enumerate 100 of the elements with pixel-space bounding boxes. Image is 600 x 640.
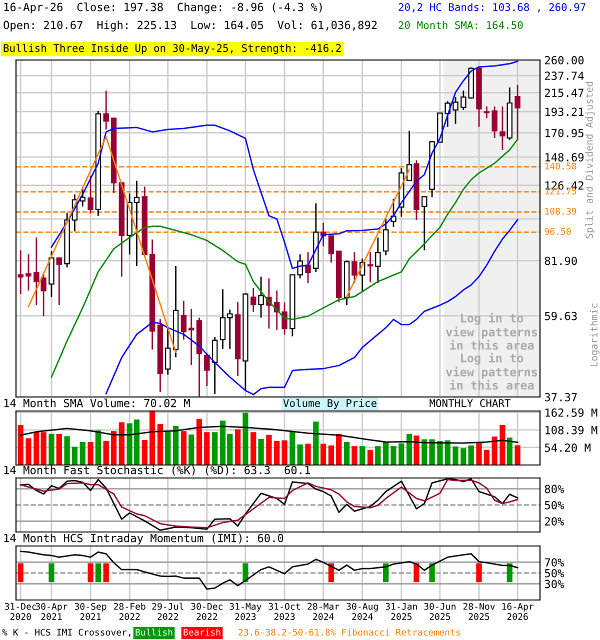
candlestick [165, 326, 171, 376]
x-tick-label: 28-Nov 2025 [463, 602, 495, 620]
bar [476, 442, 482, 465]
bar [313, 422, 319, 465]
candlestick [305, 252, 311, 284]
x-tick-label: 30-Aug 2024 [346, 602, 378, 620]
bar [250, 432, 256, 465]
bar [40, 432, 46, 465]
y-tick-label: 237.74 [544, 72, 584, 80]
chart-title: 14 Month SMA Volume: 70.02 M [4, 398, 190, 408]
bar [290, 432, 296, 465]
bar [149, 411, 156, 465]
bar [383, 442, 389, 465]
bar [344, 442, 350, 465]
x-tick-label: 30-Jun 2025 [424, 602, 456, 620]
y-tick-label: 54.20 M [544, 443, 591, 452]
y-tick-label: 170.95 [546, 128, 584, 138]
candlestick [258, 276, 264, 318]
bar [196, 418, 202, 465]
bar [282, 440, 288, 465]
bar [88, 442, 94, 465]
candlestick [484, 106, 490, 119]
candlestick [375, 236, 381, 284]
ref-line-label: 140.58 [545, 162, 576, 170]
bar [48, 434, 54, 465]
bar [204, 432, 210, 465]
bar [484, 450, 490, 465]
x-tick-label: 31-Dec 2020 [4, 602, 36, 620]
bar [118, 422, 124, 465]
candlestick [250, 287, 256, 313]
candlestick [212, 336, 218, 395]
ref-line-label: 96.50 [544, 228, 571, 235]
bar [414, 436, 420, 465]
candlestick [328, 235, 334, 264]
bar [437, 441, 443, 465]
candlestick [382, 218, 389, 256]
text: % K - HCS IMI Crossover, [2, 628, 130, 637]
bar [500, 425, 506, 465]
bar [460, 448, 466, 465]
bar [234, 429, 241, 465]
text: Bearish [184, 628, 220, 636]
candlestick [180, 300, 187, 340]
candlestick [88, 175, 94, 214]
ref-line-label: 108.39 [545, 208, 576, 215]
x-tick-label: 28-Feb 2022 [114, 602, 146, 620]
bar [188, 434, 194, 465]
bar [266, 434, 272, 465]
bar [172, 426, 179, 465]
bar [80, 442, 86, 465]
x-tick-label: 31-May 2023 [230, 602, 262, 620]
bar [180, 431, 186, 465]
text: Bullish Three Inside Up on 30-May-25, Strength: -416.2 [4, 44, 341, 54]
x-tick-label: 30-Apr 2021 [36, 602, 68, 620]
candlestick [492, 106, 498, 139]
bar [320, 444, 326, 465]
text: Bullish [136, 628, 172, 636]
line-series [20, 426, 518, 444]
y-tick-label: 193.21 [546, 108, 584, 116]
bar [297, 444, 303, 465]
bar [212, 432, 218, 465]
candlestick [452, 96, 458, 125]
y-tick-label: 70% [544, 558, 564, 567]
bar [375, 446, 381, 465]
bar [18, 425, 24, 465]
bar [34, 432, 40, 465]
bar [56, 434, 62, 465]
bar [305, 444, 311, 465]
y-tick-label: 80% [544, 484, 564, 494]
bar [64, 436, 70, 465]
candlestick [282, 302, 288, 336]
bar [103, 441, 109, 465]
bar [157, 424, 164, 465]
x-tick-label: 31-Oct 2023 [268, 602, 300, 620]
text: MONTHLY CHART [430, 399, 511, 408]
bar [95, 430, 101, 465]
text: 20,2 HC Bands: 103.68 , 260.97 [398, 2, 586, 12]
candlestick [188, 308, 194, 366]
chart-title: 16-Apr-26 Close: 197.38 Change: -8.96 (-4.3 %) [4, 2, 322, 14]
x-tick-label: 30-Dec 2022 [191, 602, 222, 620]
y-tick-label: 50% [544, 569, 564, 578]
line-series [20, 550, 518, 590]
bar [422, 439, 428, 465]
y-tick-label: 59.63 [544, 312, 577, 320]
bar [328, 445, 334, 465]
chart-title: 14 Month HCS Intraday Momentum (IMI): 60.0 [4, 534, 284, 544]
bar [506, 438, 512, 465]
candlestick [367, 252, 374, 284]
bar [390, 446, 396, 465]
ref-line-label: 121.75 [545, 188, 576, 194]
candlestick [56, 256, 62, 306]
y-tick-label: 148.69 [546, 153, 584, 162]
bar [406, 434, 412, 465]
text: 23.6-38.2-50-61.8% Fibonacci Retracements [238, 628, 460, 636]
candlestick [103, 90, 109, 130]
x-tick-label: 16-Apr 2026 [502, 602, 534, 620]
bar [142, 440, 148, 465]
y-tick-label: 162.59 M [546, 408, 598, 417]
bar [352, 446, 358, 465]
y-axis-title: Logarithmic [590, 304, 600, 366]
x-tick-label: 30-Sep 2021 [74, 602, 106, 620]
